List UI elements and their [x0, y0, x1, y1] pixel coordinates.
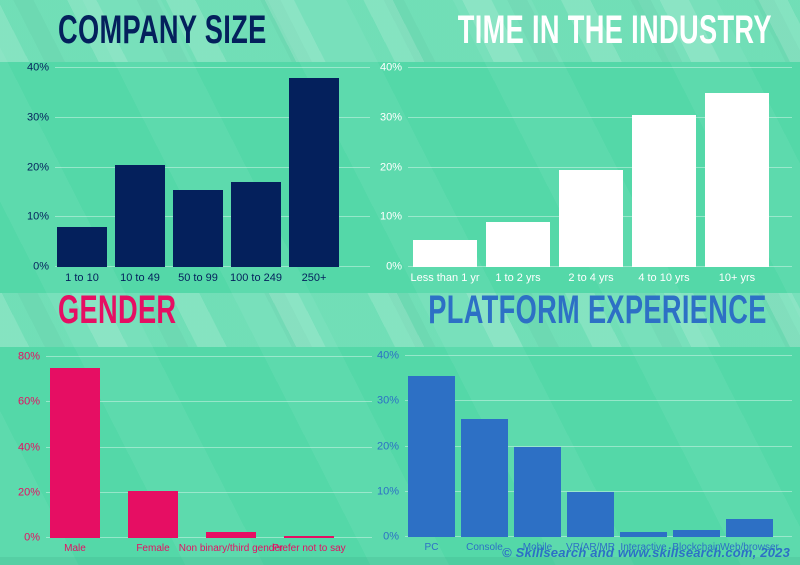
x-label-1-to-10: 1 to 10	[65, 272, 99, 284]
gridline-20	[405, 445, 792, 447]
bar-mobile	[514, 446, 561, 537]
y-tick-10: 10%	[26, 210, 49, 223]
bar-prefer-not-to-say	[284, 535, 334, 538]
y-tick-0: 0%	[386, 260, 402, 273]
x-label-1-to-2-yrs: 1 to 2 yrs	[495, 272, 541, 284]
y-tick-20: 20%	[17, 486, 40, 499]
x-label-blockchain: Blockchain	[672, 542, 721, 553]
x-label-10-yrs: 10+ yrs	[718, 272, 756, 284]
time-in-industry-title: TIME IN THE INDUSTRY	[457, 8, 772, 52]
bar-non-binary-third-gender	[206, 532, 256, 538]
y-tick-30: 30%	[379, 111, 402, 124]
gridline-80	[46, 356, 372, 357]
y-tick-10: 10%	[376, 485, 399, 498]
bar-less-than-1-yr	[413, 239, 477, 267]
gridline-40	[405, 355, 792, 356]
gridline-30	[408, 116, 792, 118]
gridline-20	[46, 491, 372, 493]
gridline-30	[405, 400, 792, 402]
bar-250	[289, 77, 339, 267]
x-label-100-to-249: 100 to 249	[230, 272, 282, 284]
bar-1-to-10	[57, 227, 107, 267]
x-label-10-to-49: 10 to 49	[120, 272, 160, 284]
title-band-middle	[0, 293, 800, 347]
x-label-mobile: Mobile	[522, 542, 553, 553]
x-label-250: 250+	[301, 272, 327, 284]
bar-1-to-2-yrs	[486, 222, 550, 267]
y-tick-20: 20%	[376, 440, 399, 452]
bar-console	[461, 419, 508, 537]
y-tick-30: 30%	[376, 394, 399, 407]
x-label-2-to-4-yrs: 2 to 4 yrs	[568, 272, 614, 284]
company-size-chart: 0% 10% 20% 30% 40% 1 to 10 10 to 49 50 to 99 100…	[27, 62, 370, 284]
y-tick-10: 10%	[379, 210, 402, 223]
gridline-40	[408, 67, 792, 68]
x-label-non-binary-third-gender: Non binary/third gender	[178, 543, 284, 554]
platform-experience-title: PLATFORM EXPERIENCE	[428, 288, 767, 332]
bar-vr-ar-mr	[567, 491, 614, 537]
platform-experience-chart: 0% 10% 20% 30% 40% PC Console Mobile VR/AR/MR Int…	[377, 350, 792, 553]
bar-10-yrs	[705, 92, 769, 267]
time-in-industry-chart: 0% 10% 20% 30% 40% Less than 1 yr 1 to 2 yrs 2 …	[380, 62, 792, 284]
x-label-pc: PC	[424, 542, 439, 553]
x-label-4-to-10-yrs: 4 to 10 yrs	[638, 272, 690, 284]
company-size-title: COMPANY SIZE	[58, 8, 267, 52]
x-label-interactive: Interactive	[620, 542, 667, 553]
y-tick-20: 20%	[26, 161, 49, 173]
gender-title: GENDER	[58, 288, 177, 332]
copyright-footer: © Skillsearch and www.skillsearch.com, 2…	[502, 545, 790, 560]
x-label-vr-ar-mr: VR/AR/MR	[566, 542, 615, 553]
gridline-10	[405, 490, 792, 492]
y-tick-80: 80%	[17, 350, 40, 363]
y-tick-0: 0%	[383, 530, 399, 543]
bar-female	[128, 490, 178, 538]
bar-50-to-99	[173, 189, 223, 267]
gridline-30	[55, 116, 370, 118]
bar-2-to-4-yrs	[559, 170, 623, 267]
y-tick-0: 0%	[33, 260, 49, 273]
bar-male	[50, 368, 100, 538]
x-label-male: Male	[64, 543, 86, 554]
bar-web-browser	[726, 518, 773, 537]
bottom-strip	[0, 557, 800, 565]
gridline-40	[46, 446, 372, 448]
x-label-50-to-99: 50 to 99	[178, 272, 218, 284]
y-tick-40: 40%	[379, 61, 402, 74]
gridline-40	[55, 67, 370, 68]
x-label-female: Female	[136, 543, 170, 554]
y-tick-40: 40%	[26, 61, 49, 74]
y-tick-60: 60%	[17, 395, 40, 408]
bar-4-to-10-yrs	[632, 115, 696, 267]
y-tick-30: 30%	[26, 111, 49, 124]
gridline-20	[55, 166, 370, 168]
bar-blockchain	[673, 530, 720, 537]
x-label-console: Console	[466, 542, 503, 553]
bar-10-to-49	[115, 165, 165, 267]
x-label-prefer-not-to-say: Prefer not to say	[272, 543, 346, 554]
gender-chart: 0% 20% 40% 60% 80% Male Female Non binary/third…	[18, 351, 372, 554]
y-tick-40: 40%	[17, 441, 40, 453]
y-tick-40: 40%	[376, 349, 399, 362]
y-tick-0: 0%	[24, 531, 40, 544]
bar-100-to-249	[231, 182, 281, 267]
y-tick-20: 20%	[379, 161, 402, 173]
gridline-20	[408, 166, 792, 168]
bar-interactive	[620, 532, 667, 537]
x-label-less-than-1-yr: Less than 1 yr	[410, 272, 480, 284]
bar-pc	[408, 376, 455, 537]
title-band-top	[0, 0, 800, 62]
x-label-web-browser: Web/browser	[720, 542, 779, 553]
gridline-60	[46, 401, 372, 403]
